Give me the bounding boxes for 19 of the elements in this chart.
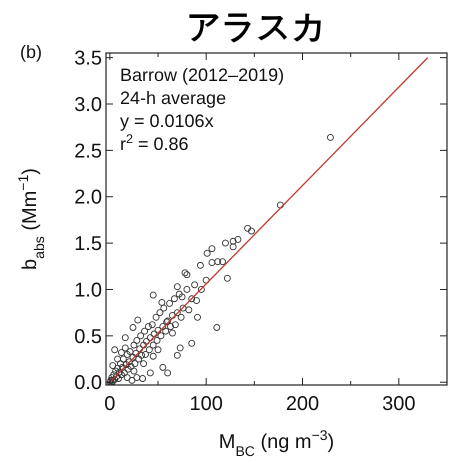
y-tick-label: 3.0 (74, 94, 102, 116)
x-tick-label: 0 (104, 393, 116, 415)
y-tick-label: 1.5 (74, 233, 102, 256)
x-tick-label: 200 (286, 393, 320, 415)
y-tick-label: 1.0 (74, 279, 102, 302)
chart-title: アラスカ (186, 8, 326, 46)
y-tick-label: 0.5 (74, 326, 102, 348)
annotation: y = 0.0106x (120, 111, 214, 131)
y-tick-label: 2.5 (74, 140, 102, 162)
x-tick-label: 300 (382, 393, 416, 415)
annotation: 24-h average (120, 88, 226, 108)
y-tick-label: 3.5 (74, 48, 102, 70)
annotation: r$^{2}$ = 0.86 (120, 132, 189, 154)
annotation: Barrow (2012–2019) (120, 65, 284, 85)
x-axis-title: M$_{BC}$ (ng m$^{−3}$) (218, 427, 334, 459)
y-tick-label: 0.0 (74, 372, 102, 394)
y-tick-label: 2.0 (74, 186, 102, 209)
text: (b) (20, 42, 42, 62)
x-tick-label: 100 (189, 393, 223, 415)
